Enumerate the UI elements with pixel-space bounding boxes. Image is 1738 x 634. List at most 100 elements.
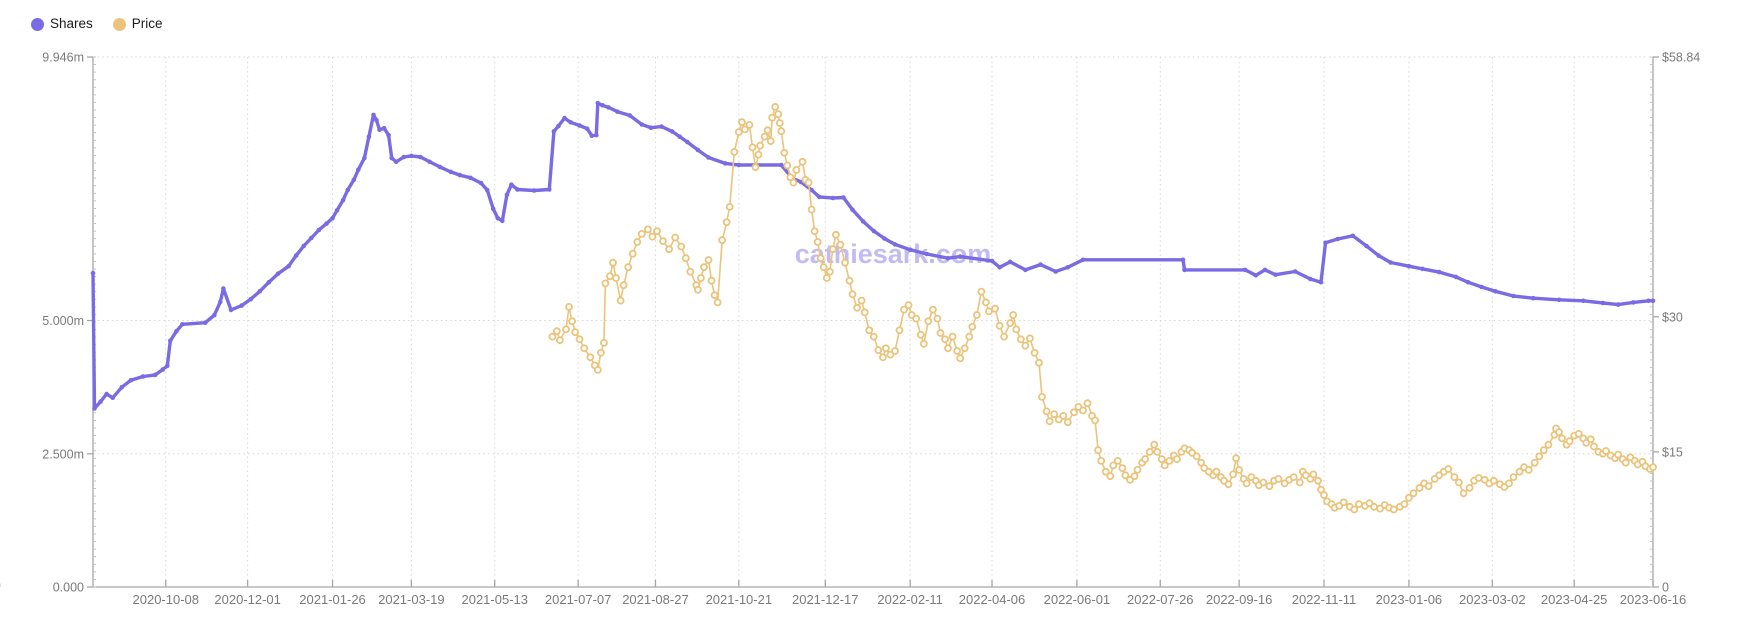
shares-point	[1436, 269, 1442, 275]
y-right-tick-label: $30	[1662, 310, 1683, 324]
price-point	[1030, 348, 1039, 357]
price-point	[789, 178, 798, 187]
shares-point	[1581, 298, 1586, 304]
y-right-tick-label: $15	[1662, 445, 1683, 459]
price-point	[665, 245, 673, 254]
shares-point	[1080, 257, 1086, 263]
price-point	[1259, 478, 1268, 487]
shares-point	[1318, 279, 1324, 285]
price-point	[659, 237, 667, 246]
price-point	[1035, 358, 1043, 367]
legend-item-shares[interactable]: Shares	[31, 17, 93, 31]
price-point	[783, 161, 792, 170]
price-point	[1094, 446, 1102, 455]
price-point	[1045, 417, 1054, 426]
price-point	[700, 263, 708, 272]
price-point	[895, 326, 904, 335]
shares-point	[1376, 253, 1381, 258]
shares-point	[478, 180, 484, 186]
price-point	[748, 143, 757, 152]
price-point	[1165, 456, 1174, 465]
price-point	[730, 147, 739, 156]
price-line	[551, 106, 1654, 511]
shares-swatch-icon	[31, 17, 44, 31]
price-point	[1063, 418, 1072, 427]
price-point	[600, 338, 608, 347]
shares-point	[362, 155, 367, 161]
series-price[interactable]	[548, 103, 1657, 514]
price-point	[1097, 456, 1106, 465]
price-point	[841, 258, 849, 267]
shares-point	[1600, 300, 1606, 306]
series-shares[interactable]	[90, 100, 1656, 411]
shares-point	[627, 113, 632, 118]
shares-point	[334, 208, 340, 213]
tick-labels: 2020-10-08 2020-12-01 2021-01-26 2021-03-19…	[42, 51, 1700, 608]
shares-point	[816, 194, 822, 200]
shares-point	[706, 155, 711, 160]
price-point	[1555, 428, 1563, 437]
y-right-tick-label: 0	[1662, 581, 1669, 595]
price-point	[738, 118, 746, 127]
shares-point	[1388, 260, 1393, 265]
shares-point	[377, 127, 382, 133]
price-point	[1106, 472, 1115, 481]
shares-point	[301, 243, 307, 249]
price-point	[1350, 505, 1359, 514]
shares-point	[218, 299, 223, 305]
shares-point	[500, 218, 505, 224]
shares-point	[1453, 274, 1459, 280]
x-tick-label: 2023-06-16	[1620, 592, 1687, 607]
shares-point	[957, 254, 963, 259]
price-point	[756, 141, 764, 150]
price-point	[760, 132, 769, 141]
price-point	[1006, 319, 1015, 328]
price-point	[1320, 491, 1328, 500]
price-point	[1444, 465, 1453, 473]
price-point	[710, 291, 719, 300]
y-left-tick-label: 0.000	[53, 581, 84, 595]
shares-point	[202, 320, 208, 326]
price-point	[1558, 434, 1566, 443]
shares-point	[594, 132, 599, 138]
price-point	[718, 236, 727, 245]
price-point	[916, 330, 925, 339]
shares-point	[584, 126, 590, 131]
price-point	[1474, 474, 1483, 482]
price-point	[553, 327, 561, 336]
shares-point	[1023, 267, 1028, 273]
shares-point	[1511, 293, 1516, 299]
price-point	[1242, 479, 1251, 488]
legend-label-price: Price	[131, 16, 163, 31]
x-tick-label: 2023-04-25	[1541, 592, 1608, 607]
price-point	[1232, 454, 1240, 463]
x-tick-label: 2023-01-06	[1376, 592, 1443, 607]
price-point	[586, 353, 595, 362]
price-point	[671, 233, 680, 242]
shares-point	[809, 187, 814, 193]
price-point	[1524, 465, 1533, 474]
x-tick-label: 2021-07-07	[545, 592, 612, 607]
shares-point	[850, 207, 855, 212]
shares-point	[165, 363, 170, 369]
shares-point	[1253, 273, 1259, 278]
price-point	[644, 225, 652, 234]
shares-point	[1007, 259, 1013, 265]
shares-point	[924, 251, 930, 257]
price-point	[1229, 470, 1237, 479]
price-point	[624, 263, 633, 272]
shares-point	[393, 159, 399, 165]
price-point	[606, 272, 614, 281]
price-point	[929, 305, 937, 314]
price-point	[882, 344, 890, 353]
shares-point	[351, 177, 357, 183]
shares-point	[515, 187, 520, 192]
price-point	[965, 332, 974, 341]
legend-item-price[interactable]: Price	[112, 16, 163, 31]
price-point	[637, 229, 646, 238]
price-point	[619, 281, 628, 290]
shares-point	[409, 153, 414, 159]
price-point	[548, 332, 557, 341]
price-point	[713, 298, 722, 307]
